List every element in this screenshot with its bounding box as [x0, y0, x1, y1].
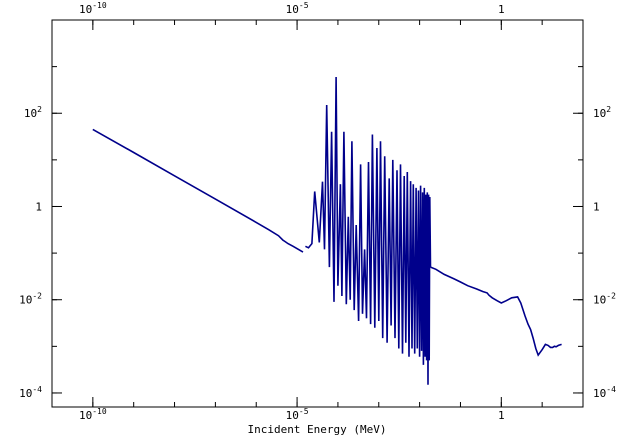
x-tick-label-top: 10-10 [79, 1, 107, 16]
data-series-segment-1 [305, 76, 432, 385]
y-tick-label-left: 1 [35, 200, 42, 213]
minor-ticks [51, 19, 584, 407]
x-tick-label-bottom: 10-10 [79, 407, 107, 422]
x-axis-title: Incident Energy (MeV) [247, 423, 386, 436]
plot-frame [51, 19, 584, 408]
tick-labels: 10-10 10-10 10-5 10-5 1 1 102 102 1 1 10-2 10-2 10-4… [19, 1, 616, 422]
y-tick-label-right: 10-2 [593, 292, 616, 307]
x-tick-label-top: 1 [498, 3, 505, 16]
y-tick-label-right: 10-4 [593, 385, 616, 400]
y-tick-label-right: 102 [593, 105, 611, 120]
major-ticks [52, 20, 583, 407]
y-tick-label-left: 10-4 [19, 385, 42, 400]
data-series-segment-2 [430, 266, 562, 357]
y-tick-label-left: 102 [24, 105, 42, 120]
y-tick-label-right: 1 [593, 200, 600, 213]
y-tick-label-left: 10-2 [19, 292, 42, 307]
x-tick-label-top: 10-5 [286, 1, 309, 16]
x-tick-label-bottom: 1 [498, 409, 505, 422]
series-group [92, 76, 562, 385]
data-series-segment-0 [92, 128, 304, 253]
x-tick-label-bottom: 10-5 [286, 407, 309, 422]
